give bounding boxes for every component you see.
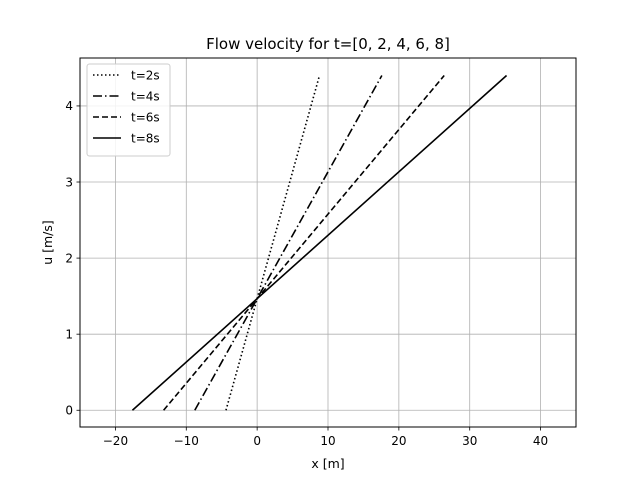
legend-label: t=8s bbox=[131, 131, 160, 145]
series-lines bbox=[131, 74, 508, 411]
legend-label: t=4s bbox=[131, 89, 160, 103]
y-tick-label: 2 bbox=[65, 251, 73, 265]
chart-title: Flow velocity for t=[0, 2, 4, 6, 8] bbox=[206, 35, 450, 53]
x-tick-label: 30 bbox=[462, 434, 477, 448]
series-line-t4s bbox=[194, 75, 383, 411]
x-tick-label: 0 bbox=[253, 434, 261, 448]
series-line-t2s bbox=[225, 75, 321, 411]
x-tick-label: 40 bbox=[533, 434, 548, 448]
x-axis-label: x [m] bbox=[311, 456, 344, 471]
legend: t=2s t=4s t=6s t=8s bbox=[86, 63, 171, 157]
x-tick-label: 20 bbox=[391, 434, 406, 448]
y-tick-label: 1 bbox=[65, 327, 73, 341]
legend-label: t=6s bbox=[131, 110, 160, 124]
x-tick-label: −10 bbox=[174, 434, 199, 448]
y-axis-label: u [m/s] bbox=[40, 220, 55, 265]
y-tick-label: 4 bbox=[65, 99, 73, 113]
y-tick-label: 0 bbox=[65, 404, 73, 418]
x-tick-label: 10 bbox=[320, 434, 335, 448]
series-line-t6s bbox=[162, 74, 445, 411]
legend-box bbox=[86, 63, 171, 157]
axis-ticks: −20 −10 0 10 20 30 40 0 1 2 3 4 bbox=[65, 99, 548, 448]
x-tick-label: −20 bbox=[103, 434, 128, 448]
y-tick-label: 3 bbox=[65, 175, 73, 189]
legend-label: t=2s bbox=[131, 68, 160, 82]
series-line-t8s bbox=[131, 74, 508, 411]
